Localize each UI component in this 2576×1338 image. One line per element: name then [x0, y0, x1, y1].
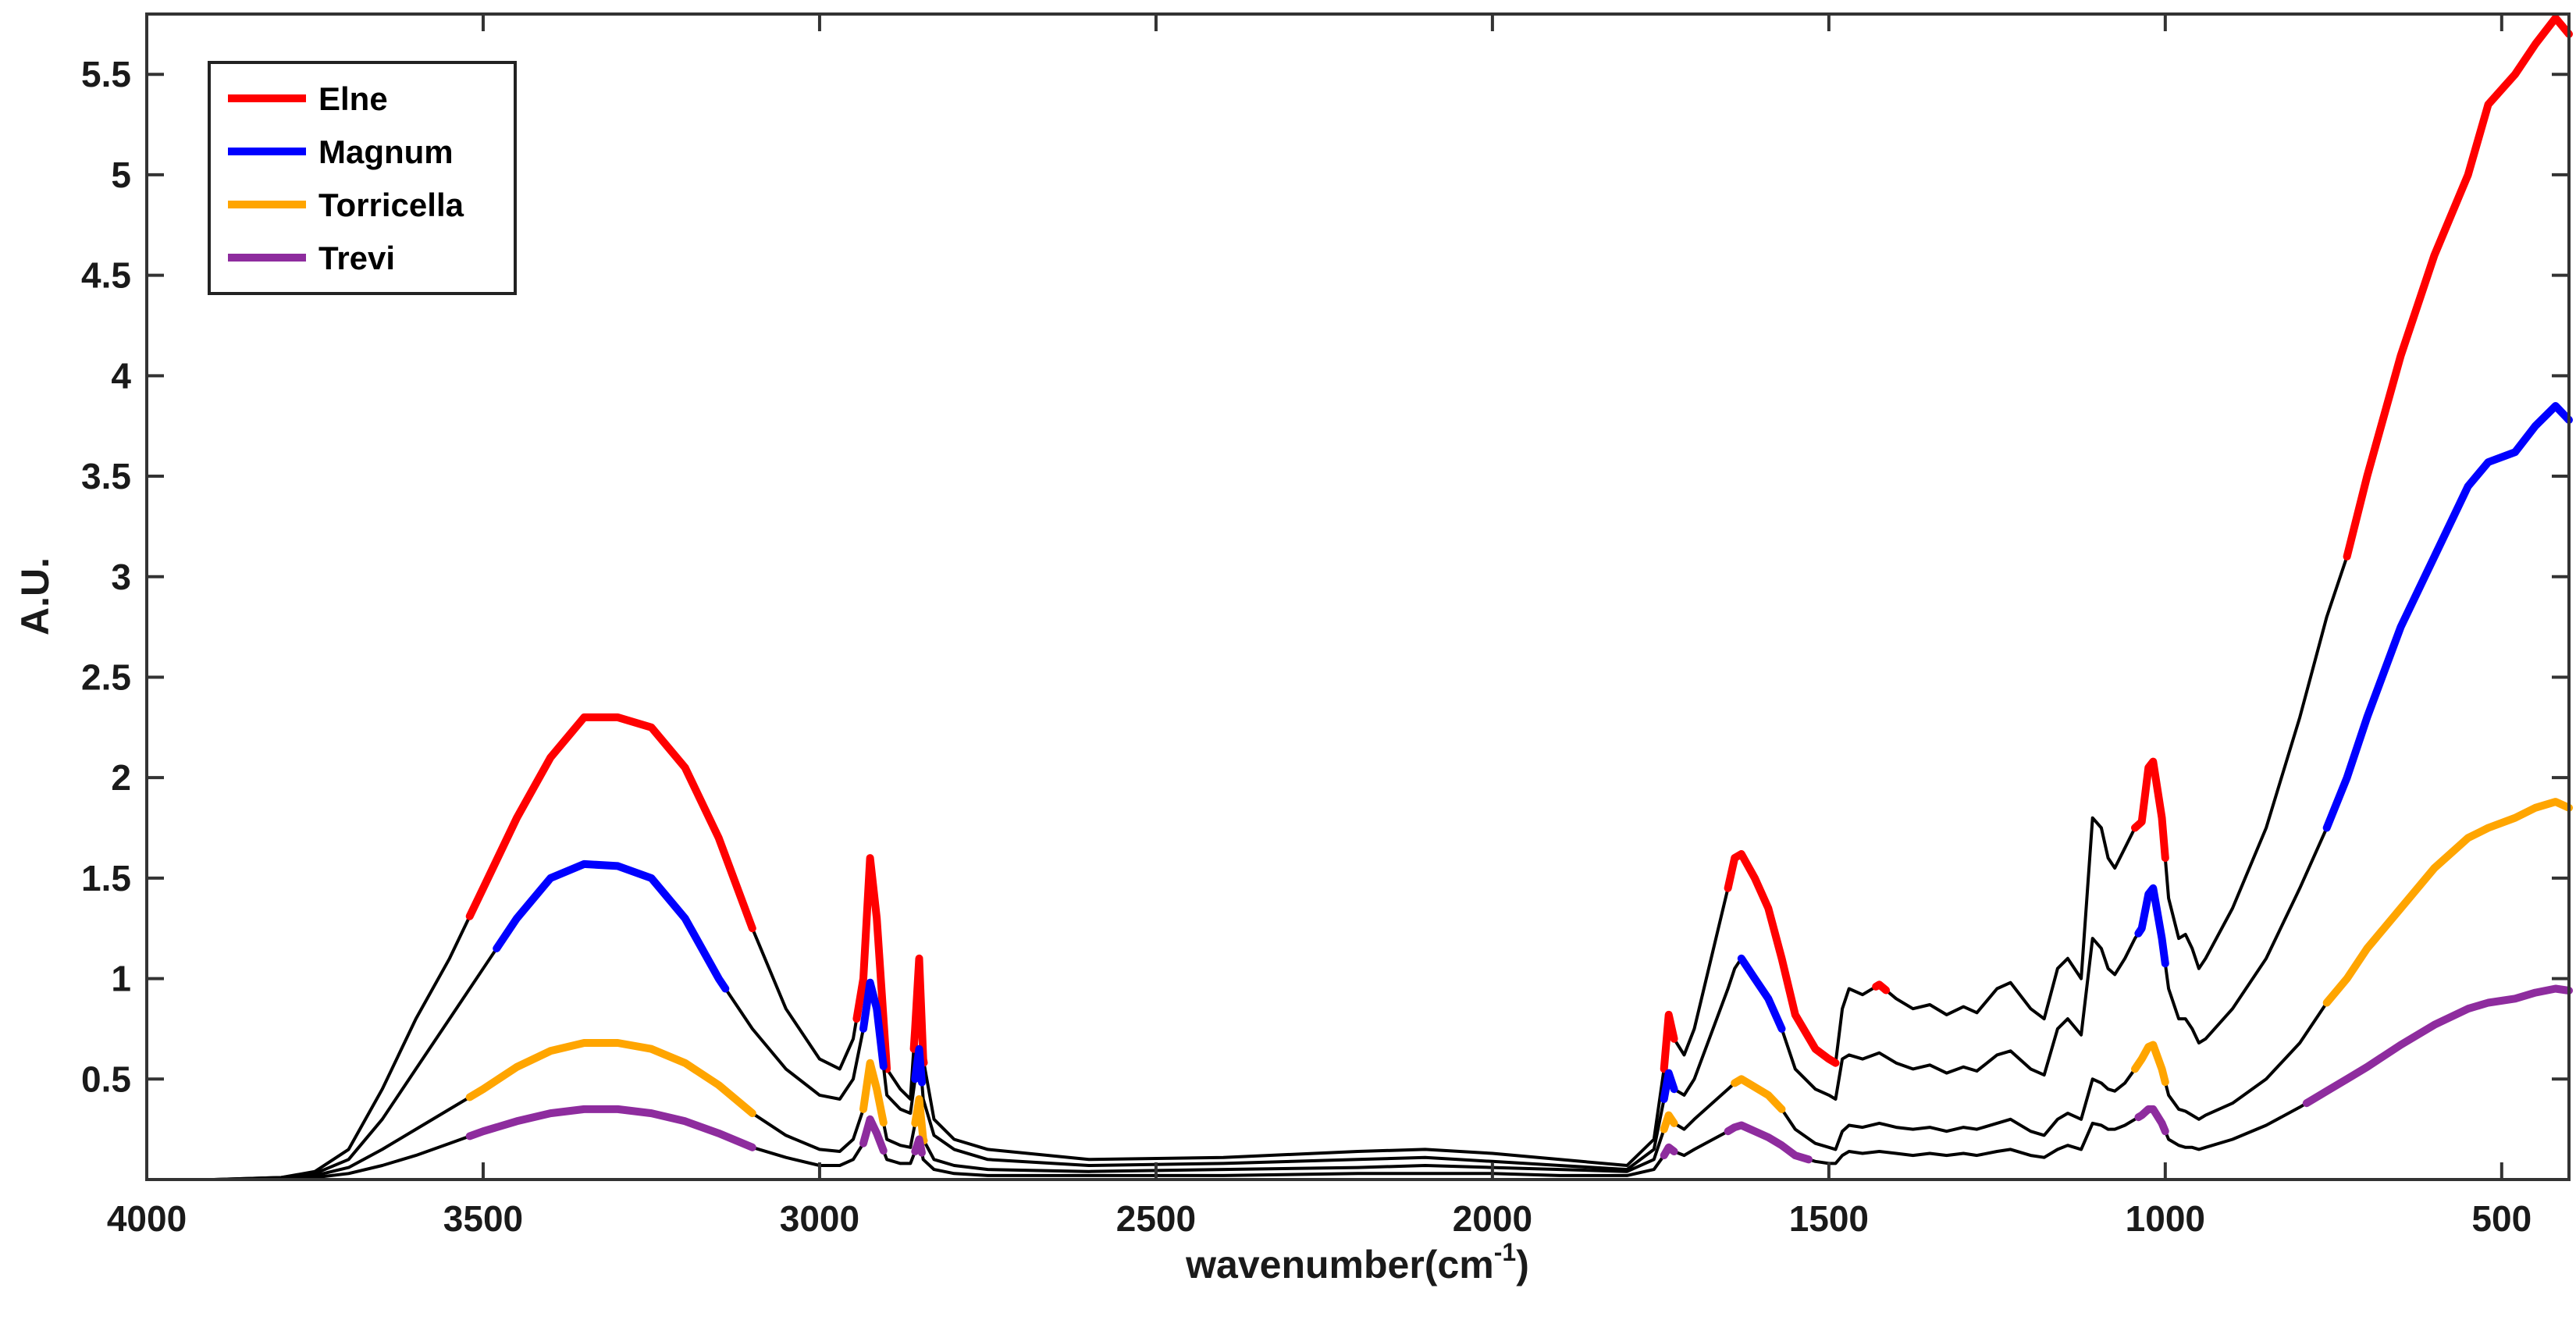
y-tick-label-4: 4 — [111, 355, 131, 396]
x-axis-title-superscript: -1 — [1494, 1238, 1516, 1266]
series-highlight-torricella-0 — [465, 1039, 756, 1118]
x-tick-label-3500: 3500 — [443, 1198, 523, 1239]
x-tick-label-2000: 2000 — [1453, 1198, 1532, 1239]
axis-ticks: 4000 3500 3000 2500 2000 1500 1000 500 0.5 1 1.5 2 2… — [81, 14, 2569, 1239]
series-highlight-magnum-1 — [859, 978, 888, 1070]
legend-label-elne: Elne — [318, 80, 388, 117]
x-axis-title-close: ) — [1516, 1243, 1529, 1286]
series-torricella — [147, 798, 2573, 1181]
series-highlight-trevi-2 — [911, 1135, 926, 1157]
series-highlight-magnum-0 — [493, 859, 730, 993]
y-tick-label-1: 1 — [111, 959, 131, 999]
series-highlight-torricella-1 — [859, 1059, 888, 1127]
series-highlight-torricella-4 — [1731, 1075, 1786, 1113]
x-tick-label-2500: 2500 — [1116, 1198, 1196, 1239]
x-tick-label-1000: 1000 — [2126, 1198, 2205, 1239]
series-elne — [147, 14, 2573, 1181]
x-axis-title: wavenumber(cm-1) — [1185, 1238, 1529, 1286]
x-tick-label-1500: 1500 — [1789, 1198, 1869, 1239]
x-tick-label-500: 500 — [2471, 1198, 2532, 1239]
series-highlight-torricella-5 — [2131, 1041, 2169, 1087]
y-tick-label-3: 3 — [111, 557, 131, 597]
series-highlight-elne-6 — [2131, 757, 2169, 863]
x-tick-label-4000: 4000 — [107, 1198, 187, 1239]
y-tick-label-4.5: 4.5 — [81, 255, 131, 296]
series-highlight-magnum-2 — [911, 1044, 926, 1087]
legend-label-torricella: Torricella — [318, 187, 464, 223]
series-highlight-torricella-3 — [1660, 1111, 1678, 1133]
series-magnum — [147, 402, 2573, 1181]
series-highlight-torricella-2 — [911, 1095, 928, 1145]
y-axis-title: A.U. — [13, 557, 57, 635]
series-highlight-trevi-3 — [1660, 1143, 1678, 1160]
series-highlight-trevi-6 — [2302, 984, 2573, 1108]
series-highlight-elne-4 — [1724, 850, 1840, 1067]
series-highlight-elne-3 — [1660, 1010, 1678, 1073]
series-highlight-magnum-5 — [2134, 884, 2169, 968]
y-tick-label-0.5: 0.5 — [81, 1059, 131, 1099]
series-highlight-magnum-3 — [1660, 1069, 1678, 1103]
x-tick-label-3000: 3000 — [780, 1198, 859, 1239]
series-highlight-magnum-4 — [1737, 954, 1786, 1033]
legend: Elne Magnum Torricella Trevi — [208, 61, 517, 295]
series-highlight-trevi-0 — [465, 1105, 756, 1151]
series-layer — [147, 14, 2573, 1181]
series-trevi — [147, 984, 2573, 1181]
legend-label-magnum: Magnum — [318, 133, 454, 170]
legend-label-trevi: Trevi — [318, 240, 395, 276]
series-highlight-trevi-5 — [2134, 1105, 2169, 1136]
series-highlight-torricella-6 — [2322, 798, 2573, 1007]
series-highlight-elne-7 — [2343, 14, 2573, 560]
y-tick-label-3.5: 3.5 — [81, 456, 131, 496]
series-highlight-elne-5 — [1872, 980, 1891, 995]
plot-frame — [145, 12, 2571, 1181]
y-tick-label-5: 5 — [111, 155, 131, 195]
y-tick-label-5.5: 5.5 — [81, 54, 131, 94]
series-highlight-elne-1 — [852, 854, 891, 1073]
y-tick-label-2.5: 2.5 — [81, 657, 131, 697]
x-axis-title-text: wavenumber(cm — [1185, 1243, 1494, 1286]
series-highlight-magnum-6 — [2322, 402, 2573, 832]
series-highlight-elne-0 — [465, 713, 756, 933]
y-tick-label-1.5: 1.5 — [81, 858, 131, 899]
y-tick-label-2: 2 — [111, 757, 131, 798]
series-highlight-trevi-4 — [1724, 1121, 1813, 1164]
series-highlight-trevi-1 — [859, 1115, 888, 1155]
